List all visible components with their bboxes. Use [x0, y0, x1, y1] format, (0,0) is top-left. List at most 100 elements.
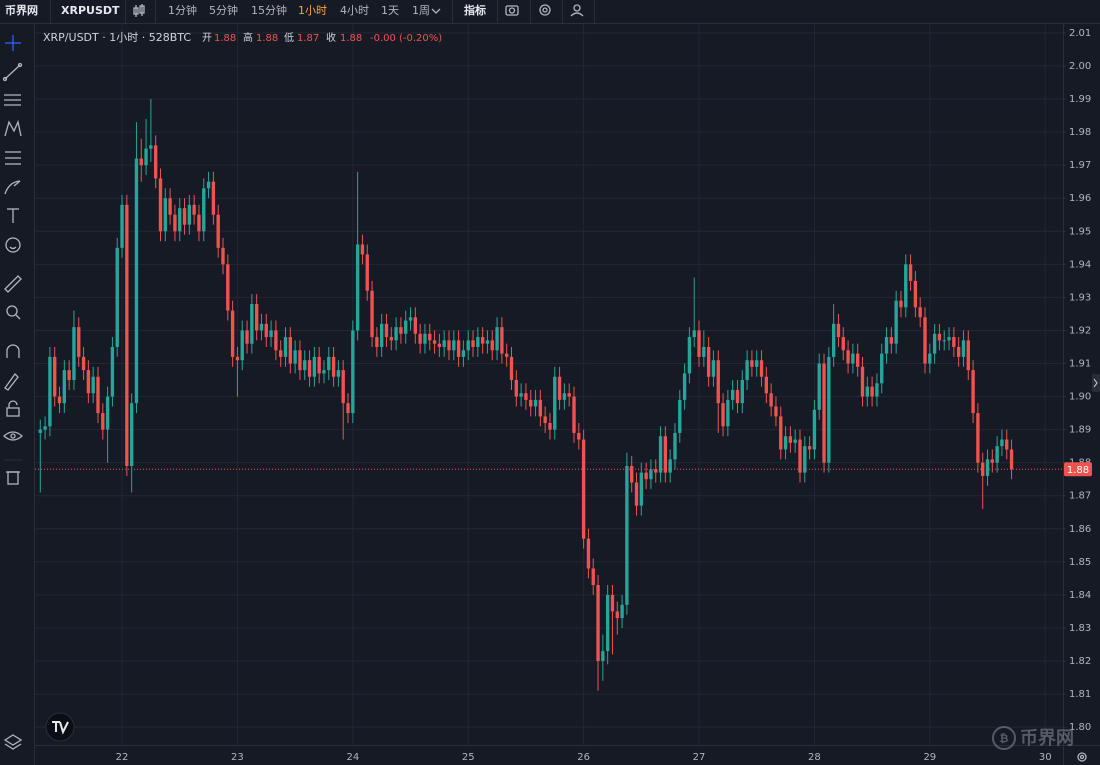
y-tick-label: 1.98 — [1069, 127, 1091, 138]
emoji-tool[interactable] — [5, 237, 21, 253]
candle-body — [557, 376, 562, 400]
delete-tool[interactable] — [6, 471, 20, 485]
text-tool[interactable] — [7, 208, 19, 223]
candle-body — [572, 396, 576, 433]
fib-tool[interactable] — [5, 151, 21, 165]
horizontal-lines-tool[interactable] — [4, 94, 21, 106]
chart-title: XRP/USDT · 1小时 · 528BTC — [43, 31, 191, 44]
logo[interactable]: 币界网 — [5, 4, 38, 17]
interval-button[interactable]: 1分钟 — [168, 3, 197, 17]
candle-body — [601, 651, 605, 662]
interval-button[interactable]: 5分钟 — [209, 3, 238, 17]
candle-body — [783, 436, 788, 450]
snapshot-button[interactable] — [505, 5, 519, 16]
ohlc-value: 1.88 — [256, 33, 278, 44]
interval-button[interactable]: 1天 — [381, 4, 399, 17]
candle-body — [533, 399, 538, 407]
candle-body — [471, 340, 475, 347]
candle-body — [851, 353, 855, 364]
candle-body — [139, 158, 143, 166]
candle-body — [129, 403, 134, 466]
symbol[interactable]: XRPUSDT — [61, 4, 120, 17]
watermark: ₿ 币界网 — [992, 726, 1074, 750]
candle-body — [581, 439, 586, 539]
candle-body — [341, 370, 345, 404]
candle-body — [538, 399, 543, 417]
candle-body — [605, 594, 610, 652]
candle-body — [913, 280, 918, 308]
candle-body — [456, 340, 461, 357]
candle-body — [432, 340, 437, 344]
candle-body — [803, 446, 807, 473]
candle-body — [649, 469, 653, 480]
candle-body — [154, 145, 158, 179]
candle-body — [702, 346, 706, 357]
interval-button[interactable]: 1周 — [412, 4, 430, 17]
interval-dropdown[interactable] — [431, 8, 441, 14]
magnet-tool[interactable] — [6, 344, 20, 358]
candle-body — [365, 254, 369, 291]
candle-body — [894, 300, 898, 344]
y-tick-label: 1.83 — [1069, 623, 1091, 634]
candle-body — [96, 376, 100, 414]
candle-body — [961, 340, 966, 357]
y-tick-label: 1.81 — [1069, 689, 1091, 700]
brush-tool[interactable] — [4, 180, 21, 195]
candle-body — [774, 406, 778, 417]
ruler-tool[interactable] — [4, 275, 22, 293]
candle-body — [476, 337, 480, 347]
axis-settings-button[interactable] — [1077, 752, 1087, 762]
chart-type-button[interactable] — [133, 4, 145, 17]
candle-body — [312, 356, 317, 377]
candle-body — [53, 356, 57, 397]
candle-body — [658, 436, 663, 473]
x-tick-label: 23 — [231, 752, 244, 763]
candle-body — [899, 300, 903, 308]
candle-body — [529, 399, 533, 407]
visibility-tool[interactable] — [3, 431, 23, 441]
scroll-right-button[interactable] — [1092, 374, 1100, 392]
candle-body — [937, 333, 942, 341]
lock-tool[interactable] — [6, 400, 20, 417]
crosshair-tool[interactable] — [5, 35, 21, 51]
interval-button-active[interactable]: 1小时 — [298, 4, 327, 17]
y-tick-label: 1.85 — [1069, 557, 1091, 568]
candle-body — [399, 327, 403, 334]
candle-body — [480, 337, 485, 344]
x-tick-label: 29 — [923, 752, 936, 763]
candle-body — [168, 198, 172, 215]
candle-body — [235, 356, 240, 361]
candle-body — [346, 403, 350, 414]
candle-body — [120, 204, 124, 248]
candle-body — [57, 396, 62, 404]
ohlc-label: 开 — [202, 33, 212, 44]
trend-line-tool[interactable] — [2, 62, 23, 82]
candle-body — [889, 337, 894, 344]
pattern-tool[interactable] — [4, 119, 22, 137]
y-tick-label: 1.86 — [1069, 524, 1091, 535]
layers-button[interactable] — [3, 734, 23, 750]
candle-body — [519, 393, 523, 397]
indicators-button[interactable]: 指标 — [464, 3, 486, 17]
candle-body — [509, 356, 514, 381]
candle-body — [884, 337, 889, 354]
y-tick-label: 1.87 — [1069, 491, 1091, 502]
zoom-tool[interactable] — [6, 305, 21, 320]
lock-drawing-tool[interactable] — [4, 372, 19, 391]
candle-body — [630, 465, 634, 483]
settings-button[interactable] — [539, 4, 551, 16]
candle-body — [370, 290, 374, 338]
y-tick-label: 1.93 — [1069, 292, 1091, 303]
account-button[interactable] — [570, 4, 584, 17]
ohlc-label: 收 — [326, 31, 336, 44]
candle-body — [812, 409, 817, 450]
candle-body — [77, 327, 81, 357]
candle-body — [880, 353, 884, 384]
interval-button[interactable]: 4小时 — [340, 4, 369, 17]
candle-body — [577, 432, 581, 440]
candle-body — [81, 356, 86, 371]
candle-body — [221, 247, 225, 265]
candle-body — [610, 594, 615, 612]
interval-button[interactable]: 15分钟 — [251, 3, 287, 17]
y-tick-label: 1.92 — [1069, 325, 1091, 336]
